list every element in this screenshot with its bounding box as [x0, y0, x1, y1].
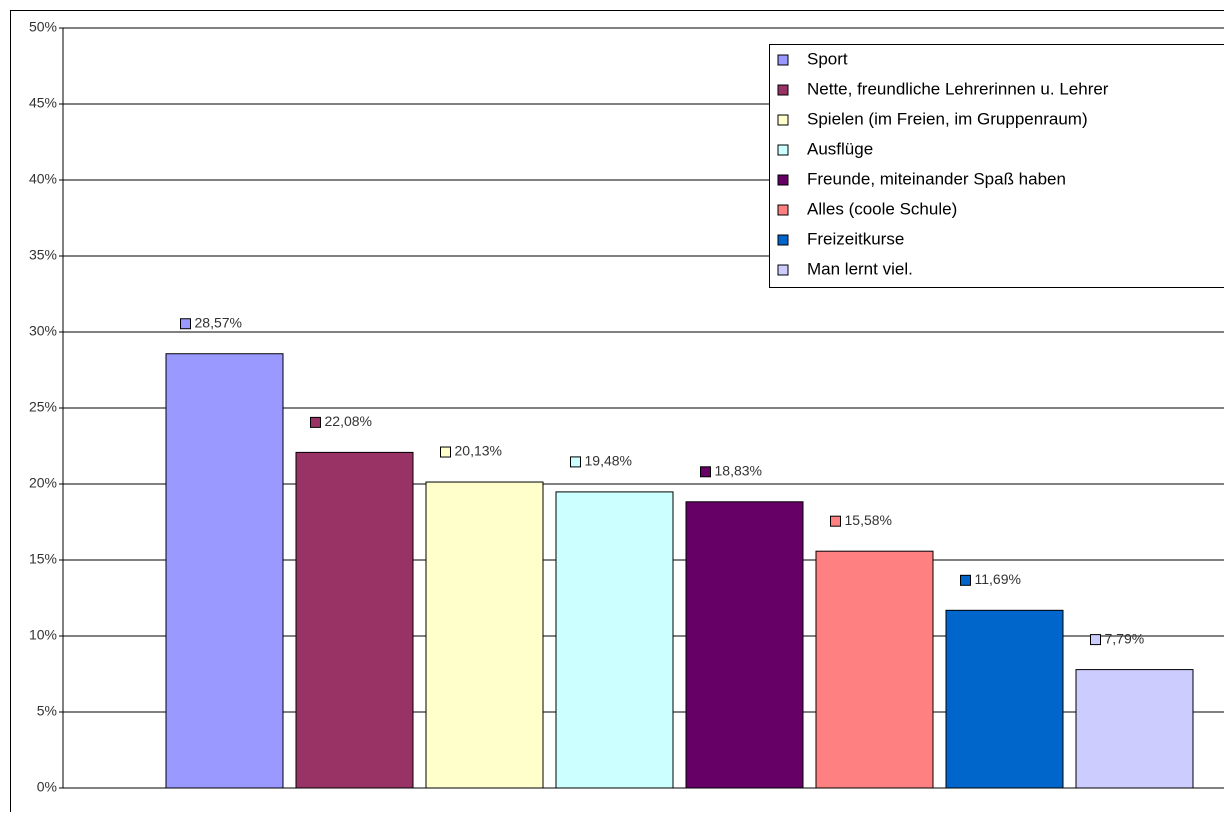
y-tick-label: 25% [29, 399, 57, 415]
bar [816, 551, 933, 788]
legend-label: Nette, freundliche Lehrerinnen u. Lehrer [807, 79, 1109, 98]
data-label-key [701, 467, 711, 477]
data-label-key [311, 417, 321, 427]
data-label-key [441, 447, 451, 457]
legend-swatch [778, 115, 788, 125]
bar [426, 482, 543, 788]
data-label: 7,79% [1105, 630, 1145, 646]
bar [1076, 670, 1193, 788]
legend-label: Freizeitkurse [807, 229, 904, 248]
data-label: 18,83% [715, 462, 762, 478]
legend-swatch [778, 85, 788, 95]
bar [296, 452, 413, 788]
y-tick-label: 45% [29, 95, 57, 111]
data-label: 11,69% [975, 571, 1021, 587]
legend-label: Freunde, miteinander Spaß haben [807, 169, 1066, 188]
bar [686, 502, 803, 788]
y-tick-label: 35% [29, 247, 57, 263]
legend-label: Spielen (im Freien, im Gruppenraum) [807, 109, 1088, 128]
y-tick-label: 30% [29, 323, 57, 339]
legend-swatch [778, 235, 788, 245]
data-label: 19,48% [585, 453, 632, 469]
data-label-key [571, 457, 581, 467]
legend-swatch [778, 145, 788, 155]
data-label: 15,58% [845, 512, 892, 528]
bar [556, 492, 673, 788]
legend-label: Sport [807, 49, 848, 68]
data-label: 20,13% [455, 443, 502, 459]
y-tick-label: 0% [37, 779, 57, 795]
y-tick-label: 50% [29, 19, 57, 35]
data-label-key [1091, 635, 1101, 645]
y-tick-label: 15% [29, 551, 57, 567]
legend-label: Ausflüge [807, 139, 873, 158]
y-tick-label: 40% [29, 171, 57, 187]
legend-swatch [778, 175, 788, 185]
bar [946, 610, 1063, 788]
y-tick-label: 5% [37, 703, 57, 719]
legend-swatch [778, 55, 788, 65]
legend-label: Alles (coole Schule) [807, 199, 957, 218]
data-label: 28,57% [195, 314, 242, 330]
legend-swatch [778, 265, 788, 275]
legend-swatch [778, 205, 788, 215]
data-label-key [961, 575, 971, 585]
bar [166, 354, 283, 788]
y-tick-label: 10% [29, 627, 57, 643]
legend-label: Man lernt viel. [807, 259, 913, 278]
data-label-key [831, 516, 841, 526]
data-label-key [181, 319, 191, 329]
y-tick-label: 20% [29, 475, 57, 491]
data-label: 22,08% [325, 413, 372, 429]
